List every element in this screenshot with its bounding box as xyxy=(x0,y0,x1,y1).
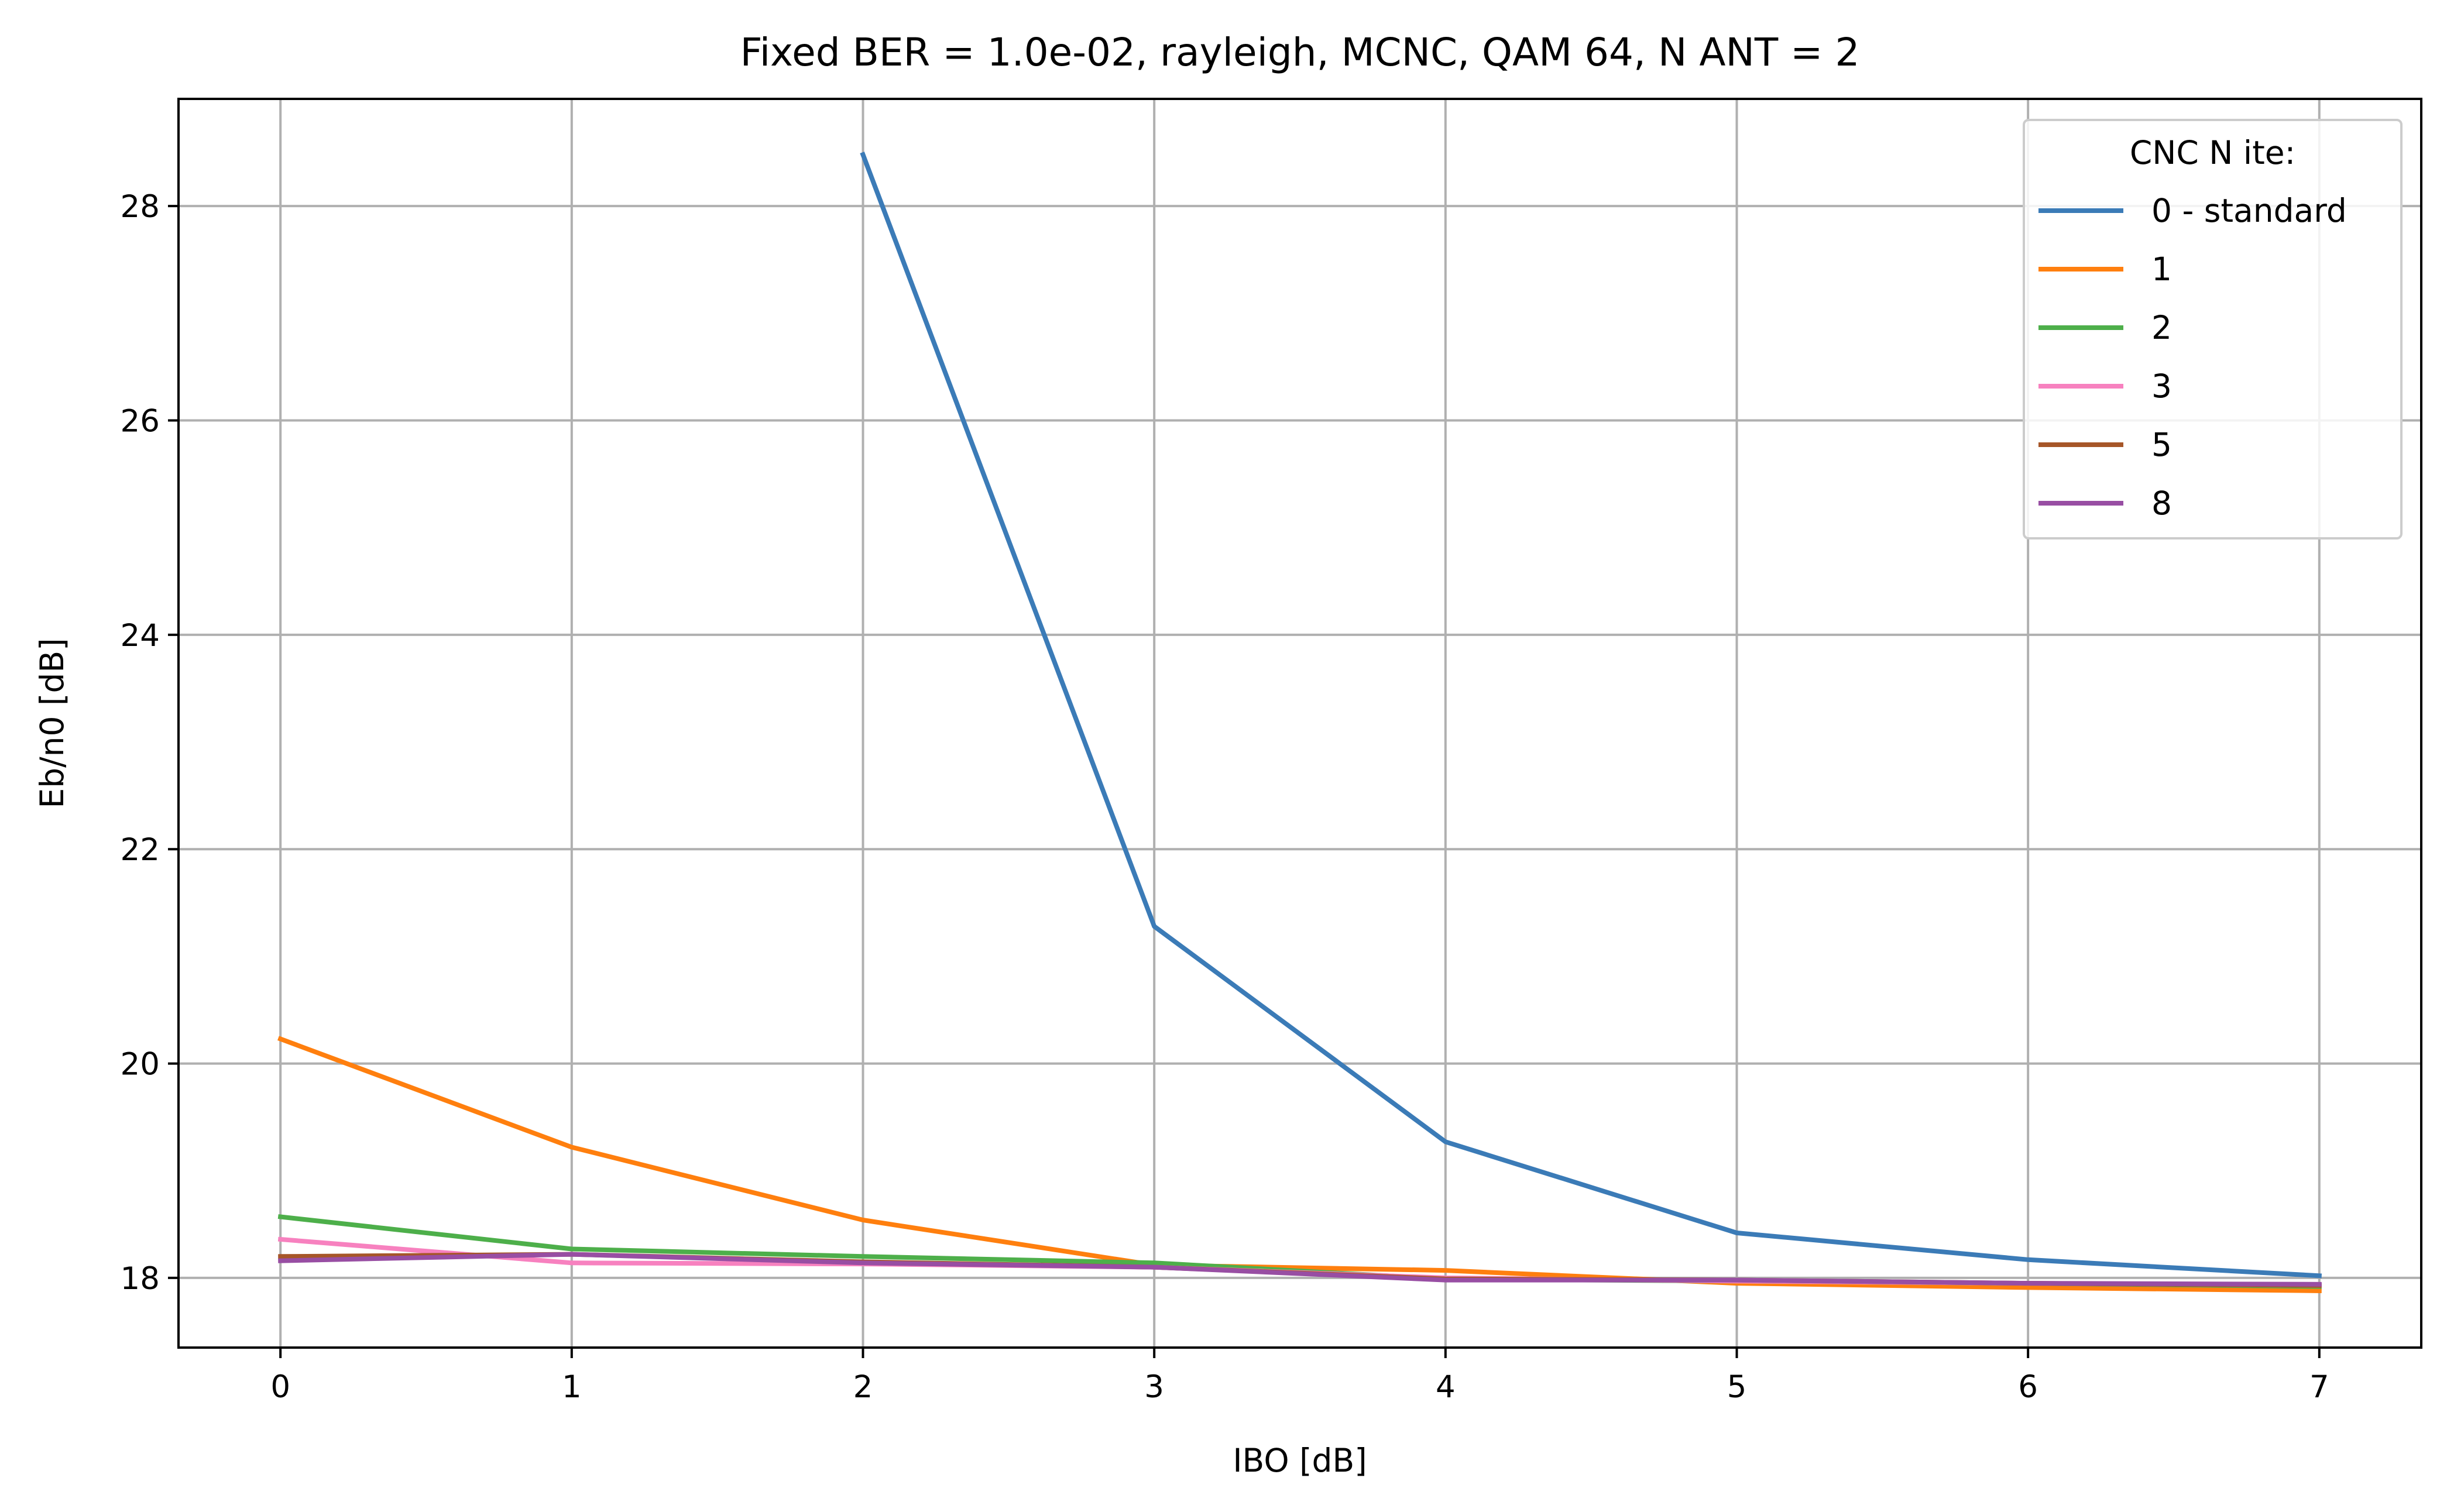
legend-item: 5 xyxy=(2038,426,2172,463)
legend-label: 0 - standard xyxy=(2151,192,2347,229)
legend-label: 3 xyxy=(2151,367,2172,405)
series-layer xyxy=(277,152,2322,1293)
legend-item: 8 xyxy=(2038,484,2172,522)
x-axis-title: IBO [dB] xyxy=(1233,1442,1367,1479)
y-tick-label: 22 xyxy=(121,832,160,868)
y-tick-label: 26 xyxy=(121,404,160,439)
legend: CNC N ite: 0 - standard 1 2 3 5 8 xyxy=(2023,119,2403,539)
legend-item: 0 - standard xyxy=(2038,192,2347,229)
x-tick-label: 3 xyxy=(1144,1369,1164,1405)
plot-frame xyxy=(177,98,2422,1349)
legend-item: 3 xyxy=(2038,367,2172,405)
legend-label: 1 xyxy=(2151,250,2172,288)
x-tick-label: 5 xyxy=(1727,1369,1747,1405)
y-tick-label: 18 xyxy=(121,1261,160,1297)
y-axis-title: Eb/n0 [dB] xyxy=(33,638,71,808)
x-axis-ticks: 0 1 2 3 4 5 6 7 xyxy=(270,1348,2329,1405)
legend-label: 8 xyxy=(2151,484,2172,522)
x-tick-label: 6 xyxy=(2018,1369,2038,1405)
legend-items: 0 - standard 1 2 3 5 8 xyxy=(2038,192,2347,522)
legend-label: 5 xyxy=(2151,426,2172,463)
series-line xyxy=(278,1252,2322,1287)
y-axis-ticks: 18 20 22 24 26 28 xyxy=(121,189,179,1297)
y-tick-label: 20 xyxy=(121,1047,160,1083)
legend-box xyxy=(2023,119,2403,539)
x-tick-label: 4 xyxy=(1436,1369,1456,1405)
x-tick-label: 0 xyxy=(270,1369,290,1405)
y-tick-label: 24 xyxy=(121,618,160,654)
x-tick-label: 1 xyxy=(562,1369,582,1405)
legend-label: 2 xyxy=(2151,309,2172,346)
series-line xyxy=(860,152,2322,1279)
x-tick-label: 7 xyxy=(2309,1369,2329,1405)
chart-title: Fixed BER = 1.0e-02, rayleigh, MCNC, QAM… xyxy=(740,30,1860,75)
x-tick-label: 2 xyxy=(853,1369,873,1405)
series-line xyxy=(277,1036,2322,1293)
y-tick-label: 28 xyxy=(121,189,160,225)
legend-title: CNC N ite: xyxy=(2130,134,2295,171)
legend-item: 1 xyxy=(2038,250,2172,288)
legend-item: 2 xyxy=(2038,309,2172,346)
series-line xyxy=(277,1214,2322,1289)
